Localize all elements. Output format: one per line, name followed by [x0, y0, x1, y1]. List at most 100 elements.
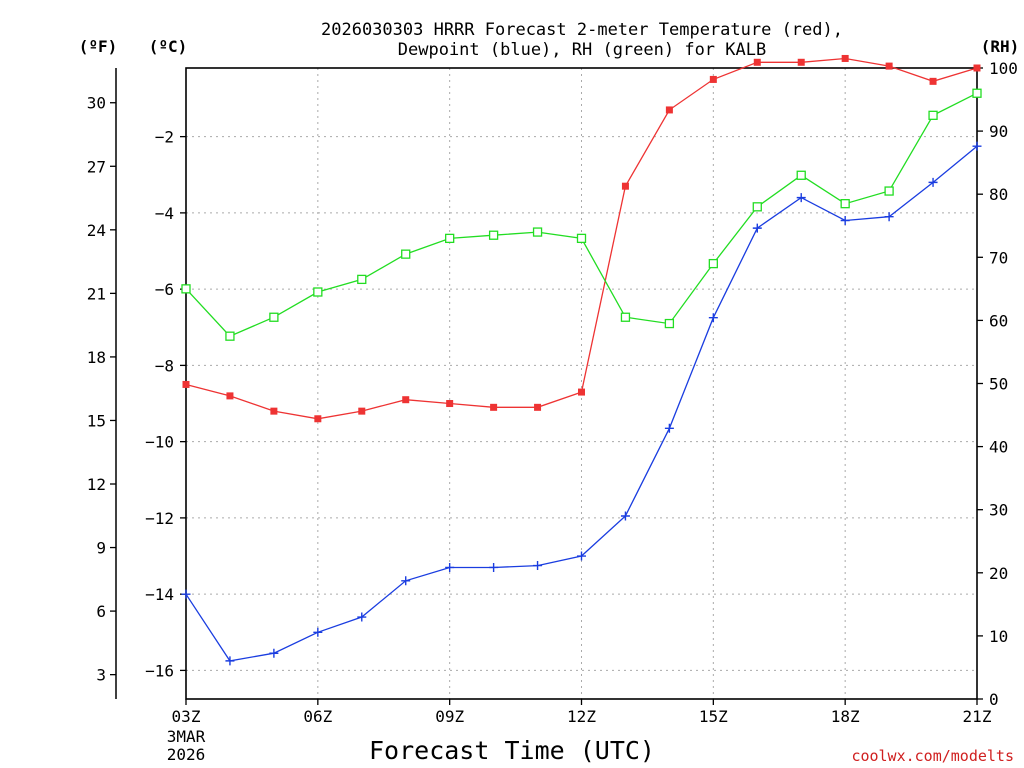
rh-tick-label: 10	[989, 627, 1008, 646]
fahrenheit-tick-label: 9	[96, 539, 106, 558]
rh-data-point	[357, 274, 367, 285]
rh-data-point	[313, 287, 323, 297]
credit-text[interactable]: coolwx.com/modelts	[851, 747, 1014, 765]
dewpoint-data-point	[972, 141, 982, 151]
rh-data-point	[664, 318, 675, 329]
date-label-day: 3MAR	[167, 727, 206, 746]
chart-title-line-1: 2026030303 HRRR Forecast 2-meter Tempera…	[321, 20, 843, 40]
dewpoint-data-point	[708, 313, 718, 323]
fahrenheit-tick-label: 18	[87, 348, 106, 367]
celsius-tick-label: −12	[145, 509, 174, 528]
dewpoint-data-point	[269, 648, 279, 658]
x-tick-label: 21Z	[963, 707, 992, 726]
rh-tick-label: 80	[989, 185, 1008, 204]
temperature-data-point	[665, 106, 673, 114]
rh-data-point	[445, 233, 455, 244]
temperature-data-point	[358, 407, 366, 415]
temperature-data-point	[226, 392, 234, 400]
rh-data-point	[576, 233, 587, 244]
celsius-tick-label: −2	[155, 128, 174, 147]
temperature-data-point	[885, 62, 893, 70]
temperature-data-point	[841, 54, 849, 62]
x-tick-label: 18Z	[831, 707, 860, 726]
rh-data-point	[401, 249, 411, 259]
rh-tick-label: 40	[989, 438, 1008, 457]
temperature-data-point	[534, 403, 542, 411]
dewpoint-data-point	[313, 627, 323, 637]
celsius-tick-label: −16	[145, 661, 174, 680]
dewpoint-data-point	[577, 551, 586, 561]
rh-data-point	[752, 202, 762, 212]
temperature-data-point	[270, 407, 278, 415]
grid-layer	[186, 68, 977, 699]
x-tick-label: 03Z	[172, 707, 201, 726]
temperature-data-point	[797, 58, 805, 66]
celsius-unit-label: (ºC)	[149, 37, 188, 56]
temperature-data-point	[402, 396, 410, 404]
dewpoint-data-point	[181, 589, 191, 599]
celsius-tick-label: −8	[155, 356, 174, 375]
rh-data-point	[488, 230, 499, 240]
rh-data-point	[972, 88, 982, 98]
dewpoint-data-point	[928, 177, 938, 187]
temperature-data-point	[621, 182, 629, 190]
fahrenheit-tick-label: 21	[87, 284, 106, 303]
temperature-data-point	[973, 64, 981, 72]
plot-frame	[185, 67, 978, 700]
rh-tick-label: 0	[989, 690, 999, 709]
fahrenheit-unit-label: (ºF)	[79, 37, 118, 56]
rh-unit-label: (RH)	[981, 37, 1020, 56]
rh-tick-label: 70	[989, 248, 1008, 267]
fahrenheit-tick-label: 6	[96, 602, 106, 621]
celsius-tick-label: −4	[155, 204, 174, 223]
rh-data-point	[708, 258, 718, 269]
dewpoint-data-point	[840, 216, 850, 226]
axes-layer: −2−4−6−8−10−12−14−1630272421181512963100…	[87, 59, 1018, 726]
rh-data-point	[532, 227, 543, 237]
rh-tick-label: 60	[989, 311, 1008, 330]
series-layer	[181, 54, 982, 666]
rh-data-point	[796, 170, 806, 180]
rh-data-point	[225, 331, 235, 341]
celsius-tick-label: −6	[155, 280, 174, 299]
dewpoint-data-point	[445, 562, 455, 572]
rh-data-point	[840, 199, 850, 209]
x-tick-label: 06Z	[303, 707, 332, 726]
x-tick-label: 15Z	[699, 707, 728, 726]
temperature-data-point	[578, 388, 585, 396]
dewpoint-data-point	[796, 193, 806, 203]
rh-data-point	[269, 312, 279, 322]
rh-tick-label: 90	[989, 122, 1008, 141]
x-tick-label: 12Z	[567, 707, 596, 726]
celsius-tick-label: −10	[145, 433, 174, 452]
dewpoint-data-point	[401, 576, 411, 586]
fahrenheit-tick-label: 3	[96, 666, 106, 685]
fahrenheit-tick-label: 27	[87, 157, 106, 176]
temperature-data-point	[182, 380, 190, 388]
fahrenheit-tick-label: 30	[87, 94, 106, 113]
chart-title-line-2: Dewpoint (blue), RH (green) for KALB	[398, 40, 766, 60]
fahrenheit-tick-label: 24	[87, 221, 106, 240]
dewpoint-data-point	[357, 612, 367, 622]
dewpoint-data-point	[752, 223, 762, 233]
fahrenheit-tick-label: 15	[87, 411, 106, 430]
rh-tick-label: 20	[989, 564, 1008, 583]
temperature-data-point	[753, 58, 761, 66]
rh-data-point	[181, 284, 191, 294]
date-label-year: 2026	[167, 745, 206, 764]
temperature-data-point	[929, 77, 937, 85]
rh-tick-label: 30	[989, 501, 1008, 520]
rh-tick-label: 50	[989, 375, 1008, 394]
dewpoint-data-point	[664, 423, 674, 433]
dewpoint-data-point	[533, 561, 543, 571]
x-tick-label: 09Z	[435, 707, 464, 726]
rh-data-point	[928, 110, 938, 120]
dewpoint-data-point	[884, 212, 894, 222]
fahrenheit-tick-label: 12	[87, 475, 106, 494]
rh-data-point	[620, 312, 631, 322]
temperature-data-point	[490, 403, 498, 411]
x-axis-label: Forecast Time (UTC)	[369, 736, 655, 765]
temperature-data-point	[446, 400, 454, 408]
dewpoint-data-point	[225, 656, 235, 666]
